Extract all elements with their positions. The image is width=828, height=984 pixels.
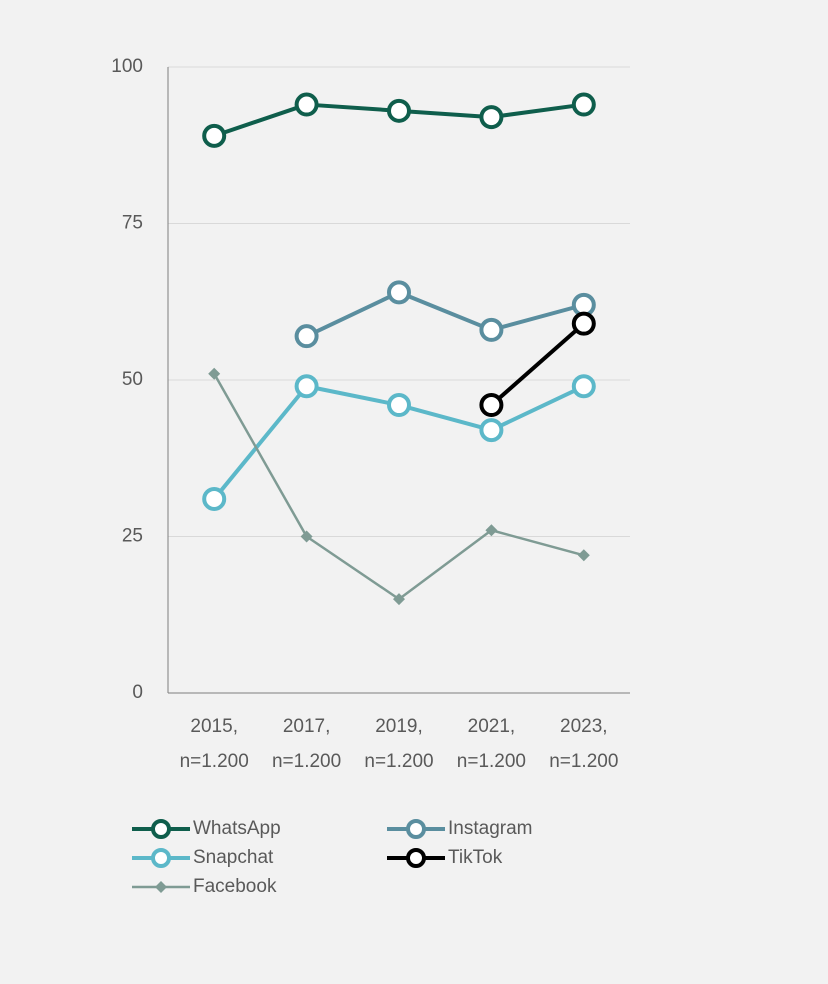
data-point xyxy=(208,367,221,380)
data-point xyxy=(387,280,411,305)
data-point xyxy=(387,393,411,418)
data-point xyxy=(300,530,313,543)
data-point xyxy=(479,418,504,443)
legend-label: WhatsApp xyxy=(193,818,281,839)
legend-label: Facebook xyxy=(193,876,277,897)
y-tick-label: 50 xyxy=(122,369,143,390)
x-tick-label: 2017, xyxy=(283,716,331,737)
x-tick-label: 2023, xyxy=(560,716,608,737)
data-point xyxy=(387,98,411,123)
x-tick-label: n=1.200 xyxy=(457,751,526,772)
data-point xyxy=(393,593,405,606)
series-line xyxy=(490,322,586,407)
legend-marker xyxy=(155,881,167,893)
legend-label: Instagram xyxy=(448,818,532,839)
data-point xyxy=(577,549,590,562)
data-point xyxy=(571,374,596,399)
data-point xyxy=(485,524,498,537)
y-tick-label: 75 xyxy=(122,213,143,234)
data-point xyxy=(571,311,596,336)
x-tick-label: n=1.200 xyxy=(549,751,618,772)
data-point xyxy=(202,123,227,148)
data-point xyxy=(571,92,596,117)
y-tick-label: 100 xyxy=(111,56,143,77)
y-tick-label: 25 xyxy=(122,526,143,547)
data-point xyxy=(479,393,504,418)
y-tick-label: 0 xyxy=(132,682,143,703)
legend-marker xyxy=(151,819,171,839)
series-line xyxy=(305,290,585,338)
data-point xyxy=(294,324,319,349)
x-tick-label: 2015, xyxy=(190,716,238,737)
legend-marker xyxy=(151,848,171,868)
data-point xyxy=(479,317,504,342)
x-tick-label: n=1.200 xyxy=(364,751,433,772)
x-tick-label: n=1.200 xyxy=(272,751,341,772)
x-tick-label: 2021, xyxy=(468,716,516,737)
x-tick-label: 2019, xyxy=(375,716,423,737)
data-point xyxy=(479,105,504,130)
legend-label: Snapchat xyxy=(193,847,274,868)
data-point xyxy=(294,374,319,399)
data-point xyxy=(202,486,227,511)
legend-label: TikTok xyxy=(448,847,503,868)
x-tick-label: n=1.200 xyxy=(180,751,249,772)
legend-marker xyxy=(406,819,426,839)
data-point xyxy=(294,92,319,117)
legend-marker xyxy=(406,848,426,868)
